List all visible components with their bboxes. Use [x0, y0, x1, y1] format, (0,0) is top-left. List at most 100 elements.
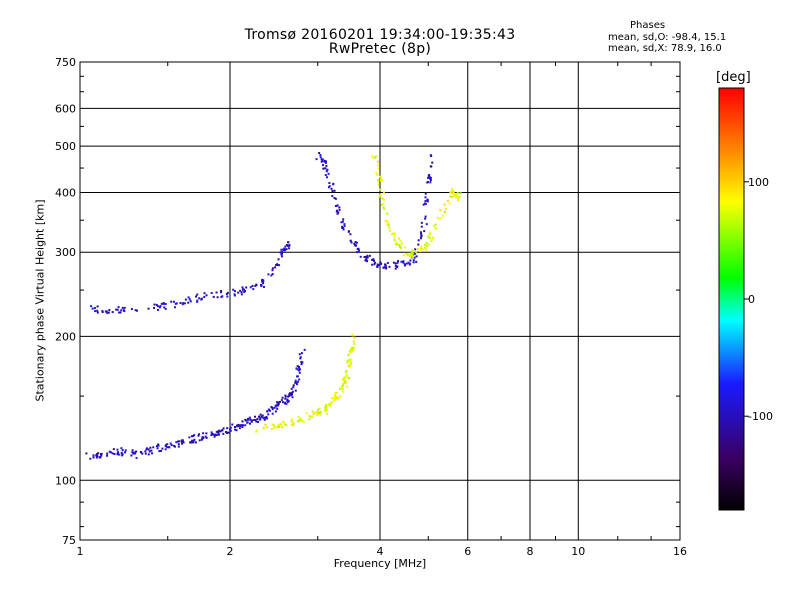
echo-point: [324, 174, 327, 177]
echo-point: [160, 449, 163, 452]
echo-point: [423, 230, 426, 233]
echo-point: [242, 288, 245, 291]
echo-point: [267, 413, 270, 416]
echo-point: [182, 302, 185, 305]
echo-point: [198, 439, 201, 442]
echo-point: [357, 250, 360, 253]
echo-point: [427, 176, 430, 179]
echo-point: [328, 404, 331, 407]
echo-point: [318, 151, 321, 154]
echo-point: [296, 365, 299, 368]
echo-point: [259, 418, 262, 421]
echo-point: [271, 267, 274, 270]
echo-point: [256, 420, 259, 423]
echo-point: [352, 349, 355, 352]
echo-point: [384, 264, 387, 267]
echo-point: [374, 261, 377, 264]
echo-point: [107, 311, 110, 314]
echo-point: [439, 217, 442, 220]
echo-point: [235, 429, 238, 432]
echo-point: [196, 293, 199, 296]
echo-point: [345, 373, 348, 376]
echo-point: [345, 370, 348, 373]
echo-point: [299, 357, 302, 360]
echo-point: [271, 406, 274, 409]
echo-point: [159, 305, 162, 308]
echo-point: [322, 164, 325, 167]
echo-point: [338, 395, 341, 398]
echo-point: [401, 242, 404, 245]
echo-point: [413, 256, 416, 259]
echo-point: [298, 353, 301, 356]
echo-point: [197, 434, 200, 437]
echo-point: [220, 429, 223, 432]
echo-point: [261, 278, 264, 281]
echo-point: [150, 449, 153, 452]
echo-point: [379, 179, 382, 182]
echo-point: [400, 260, 403, 263]
echo-point: [241, 426, 244, 429]
echo-point: [402, 261, 405, 264]
echo-point: [214, 433, 217, 436]
echo-point: [450, 192, 453, 195]
echo-point: [372, 259, 375, 262]
echo-point: [373, 156, 376, 159]
echo-point: [226, 431, 229, 434]
echo-point: [241, 420, 244, 423]
echo-point: [373, 263, 376, 266]
echo-point: [330, 187, 333, 190]
x-tick-label: 10: [571, 545, 585, 558]
echo-point: [452, 190, 455, 193]
echo-point: [192, 439, 195, 442]
echo-point: [294, 389, 297, 392]
echo-point: [226, 295, 229, 298]
echo-point: [96, 455, 99, 458]
echo-point: [244, 424, 247, 427]
grid-lines: [80, 62, 680, 540]
echo-point: [371, 263, 374, 266]
echo-point: [429, 181, 432, 184]
echo-point: [426, 181, 429, 184]
echo-point: [385, 267, 388, 270]
echo-point: [348, 350, 351, 353]
echo-point: [235, 424, 238, 427]
echo-point: [347, 376, 350, 379]
echo-point: [327, 172, 330, 175]
x-tick-label: 8: [527, 545, 534, 558]
echo-point: [108, 450, 111, 453]
echo-point: [210, 431, 213, 434]
echo-point: [119, 311, 122, 314]
echo-point: [351, 347, 354, 350]
echo-point: [91, 307, 94, 310]
echo-point: [200, 438, 203, 441]
echo-point: [347, 364, 350, 367]
echo-point: [116, 453, 119, 456]
echo-point: [320, 158, 323, 161]
x-axis-label: Frequency [MHz]: [333, 557, 427, 570]
echo-point: [341, 388, 344, 391]
echo-point: [450, 188, 453, 191]
echo-point: [130, 454, 133, 457]
chart-title: Tromsø 20160201 19:34:00-19:35:43: [244, 27, 516, 43]
echo-point: [331, 397, 334, 400]
echo-point: [311, 415, 314, 418]
echo-point: [333, 189, 336, 192]
echo-point: [292, 384, 295, 387]
echo-point: [162, 302, 165, 305]
echo-point: [353, 242, 356, 245]
echo-point: [283, 422, 286, 425]
echo-point: [416, 248, 419, 251]
echo-point: [443, 203, 446, 206]
echo-point: [94, 310, 97, 313]
echo-point: [146, 447, 149, 450]
echo-point: [109, 451, 112, 454]
echo-point: [308, 418, 311, 421]
echo-point: [262, 417, 265, 420]
echo-point: [417, 239, 420, 242]
echo-point: [198, 433, 201, 436]
echo-point: [279, 423, 282, 426]
echo-point: [394, 262, 397, 265]
y-tick-label: 400: [55, 186, 76, 199]
echo-point: [420, 247, 423, 250]
